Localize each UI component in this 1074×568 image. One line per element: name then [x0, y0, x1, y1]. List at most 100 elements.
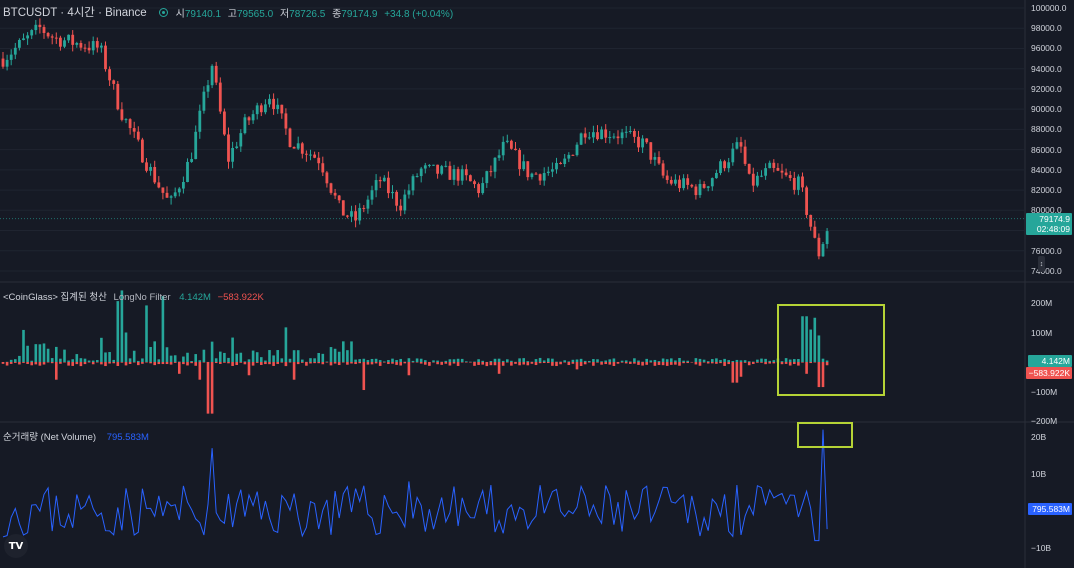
- liquidation-short-bar: [809, 362, 812, 364]
- candle-body: [464, 169, 468, 176]
- candle-body: [805, 187, 808, 215]
- candle-body: [153, 167, 157, 183]
- candle-body: [235, 146, 239, 149]
- candle-body: [87, 47, 91, 51]
- liquidation-short-bar: [780, 362, 784, 365]
- liquidation-short-bar: [674, 362, 677, 365]
- liquidation-long-bar: [18, 355, 21, 362]
- candle-body: [9, 54, 13, 60]
- liquidation-short-bar: [22, 362, 25, 363]
- liquidation-long-bar: [22, 329, 25, 362]
- liquidation-long-bar: [194, 354, 197, 362]
- liquidation-long-bar: [817, 335, 821, 362]
- liquidation-short-bar: [760, 362, 763, 363]
- liquidation-short-bar: [653, 362, 657, 366]
- candle-body: [678, 179, 681, 189]
- liquidation-long-bar: [596, 359, 599, 362]
- liquidation-short-bar: [731, 362, 735, 383]
- market-status-icon: [158, 7, 168, 17]
- liquidation-short-bar: [768, 362, 771, 364]
- liquidation-long-bar: [354, 359, 357, 362]
- liquidation-short-bar: [309, 362, 312, 364]
- liquidation-long-bar: [702, 359, 706, 362]
- liquidation-short-bar: [510, 362, 513, 366]
- candle-body: [239, 133, 243, 147]
- candle-body: [104, 45, 107, 70]
- scale-drag-handle[interactable]: ↕: [1038, 256, 1045, 272]
- candle-body: [198, 110, 202, 132]
- candle-body: [575, 144, 579, 156]
- liquidation-short-bar: [321, 362, 325, 365]
- liquidation-long-bar: [333, 348, 337, 362]
- liquidation-short-bar: [686, 362, 689, 364]
- price-tick-label: 76000.0: [1031, 245, 1062, 256]
- liquidation-short-bar: [276, 362, 279, 364]
- net-volume-pane-header[interactable]: 순거래량 (Net Volume) 795.583M: [3, 429, 149, 443]
- liquidation-long-bar: [317, 353, 320, 362]
- symbol-label[interactable]: BTCUSDT · 4시간 · Binance: [3, 7, 147, 19]
- liquidation-short-bar: [764, 362, 767, 365]
- candle-body: [813, 226, 817, 238]
- price-tick-label: 96000.0: [1031, 43, 1062, 54]
- liquidation-short-bar: [190, 362, 193, 364]
- liquidation-short-bar: [5, 362, 9, 366]
- candle-body: [132, 128, 136, 132]
- liquidation-long-bar: [567, 361, 571, 362]
- liquidation-long-bar: [71, 359, 74, 362]
- liquidation-long-bar: [760, 358, 763, 362]
- liquidation-short-bar: [485, 362, 489, 367]
- candle-body: [542, 173, 546, 181]
- candle-body: [42, 27, 46, 33]
- candle-body: [403, 194, 407, 211]
- candle-body: [407, 190, 411, 195]
- liquidation-short-bar: [362, 362, 366, 391]
- liquidation-short-bar: [71, 362, 74, 366]
- liquidation-pane-header[interactable]: <CoinGlass> 집계된 청산 LongNo Filter 4.142M …: [3, 289, 264, 303]
- liquidation-short-bar: [477, 362, 480, 365]
- candle-body: [616, 136, 620, 139]
- liquidation-short-bar: [793, 362, 796, 365]
- liq-short-badge: −583.922K: [1026, 367, 1072, 379]
- liquidation-short-bar: [735, 362, 739, 383]
- liquidation-long-bar: [255, 352, 259, 362]
- liquidation-long-bar: [55, 346, 58, 362]
- liquidation-long-bar: [752, 361, 755, 363]
- liquidation-long-bar: [801, 316, 804, 362]
- liquidation-short-bar: [788, 362, 792, 366]
- candle-body: [444, 165, 448, 167]
- liquidation-tick-label: 100M: [1031, 327, 1053, 338]
- liquidation-short-bar: [108, 362, 111, 364]
- liquidation-short-bar: [198, 362, 202, 380]
- liquidation-long-bar: [231, 337, 234, 362]
- liquidation-short-bar: [657, 362, 661, 365]
- liquidation-short-bar: [530, 362, 534, 364]
- liquidation-short-bar: [661, 362, 665, 366]
- liquidation-short-bar: [719, 362, 722, 364]
- liquidation-long-bar: [50, 358, 54, 362]
- candle-body: [264, 104, 267, 113]
- liquidation-short-bar: [14, 362, 17, 363]
- liquidation-long-bar: [214, 358, 218, 362]
- liquidation-tick-label: 200M: [1031, 298, 1053, 308]
- candle-body: [136, 131, 140, 140]
- liquidation-long-bar: [432, 360, 435, 362]
- candle-body: [768, 162, 772, 169]
- liquidation-long-bar: [719, 360, 722, 362]
- candle-body: [284, 113, 288, 129]
- candle-body: [710, 178, 714, 187]
- candle-body: [501, 141, 505, 156]
- liquidation-long-bar: [637, 360, 640, 362]
- candle-body: [649, 142, 653, 160]
- liquidation-short-bar: [600, 362, 603, 365]
- liquidation-long-bar: [362, 358, 366, 362]
- liquidation-short-bar: [407, 362, 411, 376]
- candle-body: [624, 131, 628, 133]
- candle-body: [776, 167, 780, 171]
- tradingview-logo[interactable]: TV: [4, 534, 28, 558]
- liquidation-tick-label: −100M: [1031, 386, 1058, 397]
- candle-body: [259, 105, 263, 113]
- candle-body: [772, 162, 776, 168]
- liquidation-long-bar: [198, 360, 202, 362]
- liquidation-short-bar: [772, 362, 776, 364]
